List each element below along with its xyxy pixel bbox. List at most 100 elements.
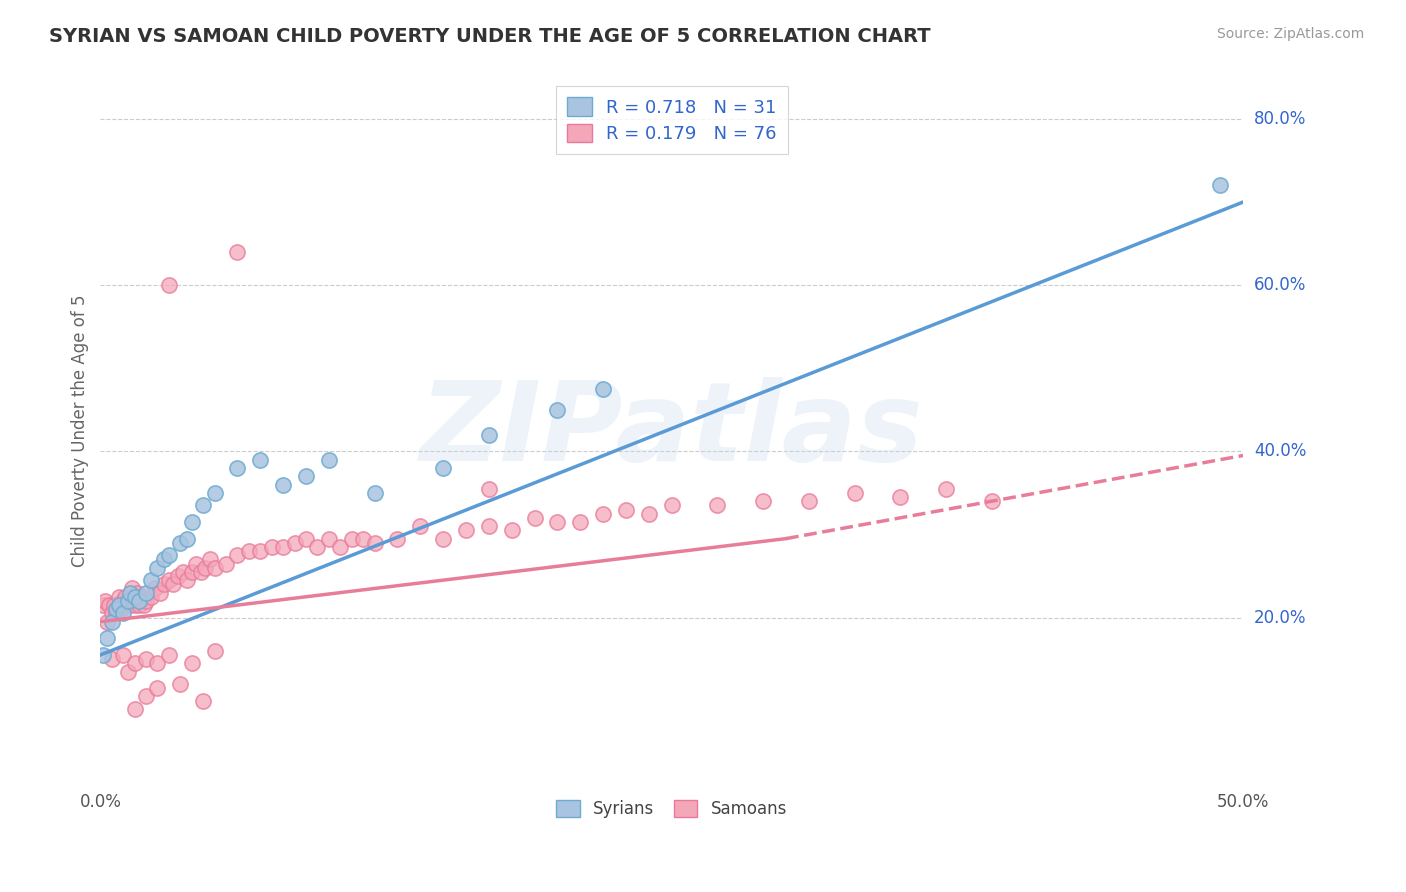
Point — [478, 482, 501, 496]
Point — [363, 535, 385, 549]
Point — [204, 486, 226, 500]
Y-axis label: Child Poverty Under the Age of 5: Child Poverty Under the Age of 5 — [72, 294, 89, 566]
Point — [157, 278, 180, 293]
Point — [153, 577, 176, 591]
Legend: Syrians, Samoans: Syrians, Samoans — [550, 793, 794, 825]
Point — [363, 486, 385, 500]
Point — [260, 540, 283, 554]
Point — [1209, 178, 1232, 193]
Point — [117, 665, 139, 679]
Point — [193, 693, 215, 707]
Point — [112, 594, 135, 608]
Point — [215, 557, 238, 571]
Point — [114, 590, 136, 604]
Point — [125, 585, 148, 599]
Point — [204, 560, 226, 574]
Text: ZIPatlas: ZIPatlas — [420, 377, 924, 484]
Point — [935, 482, 957, 496]
Point — [193, 499, 215, 513]
Text: 20.0%: 20.0% — [1254, 608, 1306, 626]
Point — [105, 607, 128, 621]
Point — [387, 532, 409, 546]
Point — [980, 494, 1002, 508]
Text: 60.0%: 60.0% — [1254, 277, 1306, 294]
Point — [176, 532, 198, 546]
Point — [128, 598, 150, 612]
Point — [284, 535, 307, 549]
Point — [107, 590, 129, 604]
Point — [271, 540, 294, 554]
Point — [176, 573, 198, 587]
Point — [157, 573, 180, 587]
Point — [112, 648, 135, 662]
Point — [661, 499, 683, 513]
Point — [180, 565, 202, 579]
Point — [454, 524, 477, 538]
Point — [706, 499, 728, 513]
Point — [752, 494, 775, 508]
Point — [249, 544, 271, 558]
Point — [844, 486, 866, 500]
Point — [169, 677, 191, 691]
Point — [172, 565, 194, 579]
Point — [318, 452, 340, 467]
Point — [318, 532, 340, 546]
Point — [135, 690, 157, 704]
Point — [146, 657, 169, 671]
Point — [501, 524, 523, 538]
Point — [91, 598, 114, 612]
Point — [271, 477, 294, 491]
Point — [103, 598, 125, 612]
Point — [340, 532, 363, 546]
Point — [637, 507, 659, 521]
Point — [523, 511, 546, 525]
Point — [124, 598, 146, 612]
Point — [120, 598, 142, 612]
Point — [101, 607, 124, 621]
Point — [329, 540, 352, 554]
Text: Source: ZipAtlas.com: Source: ZipAtlas.com — [1216, 27, 1364, 41]
Point — [592, 382, 614, 396]
Point — [157, 548, 180, 562]
Point — [96, 615, 118, 629]
Point — [592, 507, 614, 521]
Point — [91, 648, 114, 662]
Point — [614, 502, 637, 516]
Point — [238, 544, 260, 558]
Point — [797, 494, 820, 508]
Text: 40.0%: 40.0% — [1254, 442, 1306, 460]
Point — [226, 548, 249, 562]
Point — [143, 582, 166, 596]
Point — [546, 402, 568, 417]
Point — [295, 469, 318, 483]
Point — [194, 560, 217, 574]
Point — [131, 590, 153, 604]
Point — [94, 594, 117, 608]
Point — [153, 552, 176, 566]
Point — [180, 515, 202, 529]
Point — [110, 602, 132, 616]
Point — [226, 461, 249, 475]
Point — [146, 681, 169, 695]
Point — [409, 519, 432, 533]
Point — [169, 535, 191, 549]
Point — [107, 598, 129, 612]
Point — [101, 652, 124, 666]
Point — [352, 532, 374, 546]
Point — [124, 702, 146, 716]
Text: SYRIAN VS SAMOAN CHILD POVERTY UNDER THE AGE OF 5 CORRELATION CHART: SYRIAN VS SAMOAN CHILD POVERTY UNDER THE… — [49, 27, 931, 45]
Point — [478, 427, 501, 442]
Point — [128, 594, 150, 608]
Point — [249, 452, 271, 467]
Point — [117, 594, 139, 608]
Point — [135, 652, 157, 666]
Point — [132, 598, 155, 612]
Point — [149, 585, 172, 599]
Point — [146, 560, 169, 574]
Point — [120, 585, 142, 599]
Point — [186, 557, 208, 571]
Point — [546, 515, 568, 529]
Point — [139, 590, 162, 604]
Point — [96, 632, 118, 646]
Point — [121, 582, 143, 596]
